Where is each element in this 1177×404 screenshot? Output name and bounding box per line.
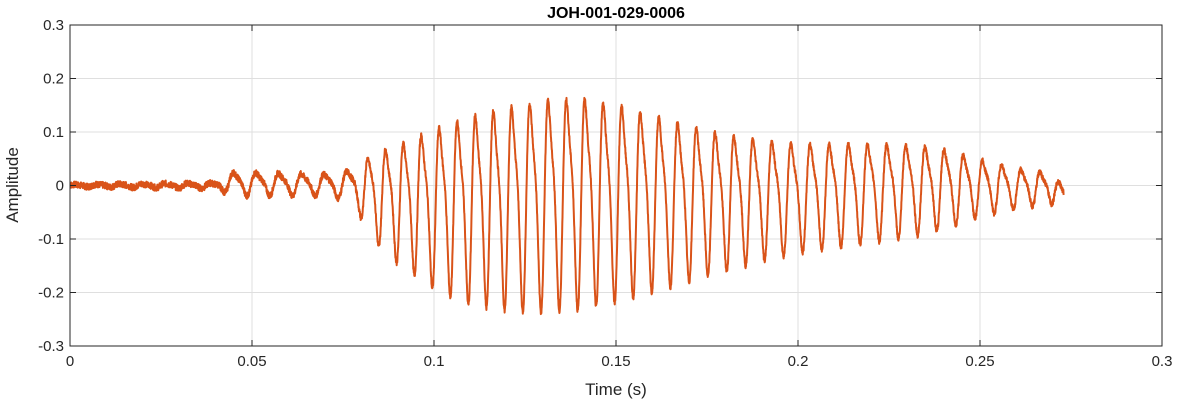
y-axis-title: Amplitude [3,147,22,223]
axis-ticks [69,24,1163,347]
x-tick-label: 0.15 [601,353,630,370]
y-tick-label: 0 [56,178,64,195]
x-axis-title: Time (s) [585,380,647,399]
x-tick-label: 0.05 [237,353,266,370]
y-tick-label: -0.2 [38,285,64,302]
x-tick-label: 0 [66,353,74,370]
y-tick-label: -0.3 [38,338,64,355]
y-tick-label: -0.1 [38,231,64,248]
x-tick-label: 0.3 [1152,353,1173,370]
y-tick-label: 0.2 [43,71,64,88]
y-tick-label: 0.1 [43,124,64,141]
series-line-amplitude [70,96,1065,316]
x-tick-label: 0.2 [788,353,809,370]
chart-title: JOH-001-029-0006 [547,5,685,22]
y-tick-labels: -0.3 -0.2 -0.1 0 0.1 0.2 0.3 [38,17,64,355]
x-tick-label: 0.1 [424,353,445,370]
x-tick-labels: 0 0.05 0.1 0.15 0.2 0.25 0.3 [66,353,1173,370]
y-tick-label: 0.3 [43,17,64,34]
x-tick-label: 0.25 [965,353,994,370]
